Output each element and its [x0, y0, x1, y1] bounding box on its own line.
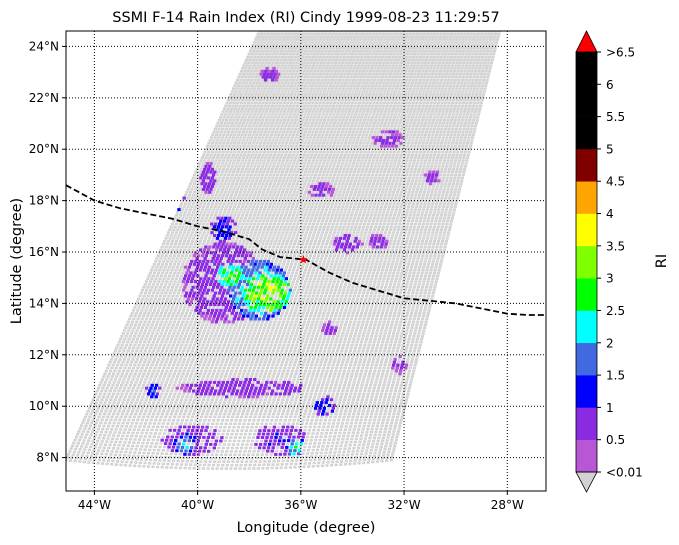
colorbar-under-label: <0.01 [606, 466, 643, 480]
y-tick-label: 18°N [29, 194, 59, 208]
y-tick-label: 12°N [29, 348, 59, 362]
colorbar-bin [576, 84, 597, 117]
x-tick-label: 40°W [181, 498, 214, 512]
colorbar-under-triangle [575, 471, 598, 493]
storm-center-star [299, 255, 308, 264]
y-tick-label: 8°N [36, 451, 59, 465]
colorbar-tick-label: 1.5 [606, 369, 625, 383]
colorbar-tick-label: 5.5 [606, 110, 625, 124]
colorbar-tick-label: 3.5 [606, 239, 625, 253]
colorbar-bin [576, 278, 597, 311]
x-axis-label: Longitude (degree) [237, 520, 376, 536]
colorbar-tick-label: 4.5 [606, 175, 625, 189]
colorbar-label: RI [654, 254, 670, 268]
colorbar-bin [576, 342, 597, 376]
colorbar-tick-label: 3 [606, 272, 614, 286]
colorbar-bin [576, 310, 597, 344]
colorbar: <0.01 0.5 1 1.5 2 2.5 3 3.5 4 4.5 5 5.5 6 >6.5 [575, 30, 643, 493]
colorbar-bin [576, 439, 597, 473]
ssmi-swath-grid [66, 31, 502, 470]
colorbar-over-label: >6.5 [606, 46, 635, 60]
storm-center-marker [299, 255, 308, 264]
x-tick-label: 28°W [491, 498, 524, 512]
colorbar-bin [576, 116, 597, 150]
colorbar-over-triangle [575, 30, 598, 53]
figure-title: SSMI F-14 Rain Index (RI) Cindy 1999-08-… [112, 10, 499, 26]
colorbar-bin [576, 375, 597, 408]
colorbar-frame [575, 51, 598, 473]
colorbar-tick-label: 2.5 [606, 304, 625, 318]
y-tick-label: 22°N [29, 91, 59, 105]
longitude-ticks: 44°W 40°W 36°W 32°W 28°W [78, 491, 524, 512]
colorbar-bin [576, 213, 597, 247]
colorbar-bin [576, 148, 597, 182]
swath-pixels [66, 31, 502, 470]
x-tick-label: 36°W [284, 498, 317, 512]
colorbar-tick-label: 0.5 [606, 433, 625, 447]
y-tick-label: 16°N [29, 245, 59, 259]
map-frame [65, 30, 547, 492]
y-tick-label: 20°N [29, 142, 59, 156]
colorbar-bin [576, 407, 597, 440]
x-tick-label: 32°W [387, 498, 420, 512]
colorbar-tick-label: 4 [606, 207, 614, 221]
colorbar-bin [576, 245, 597, 279]
colorbar-bin [576, 52, 597, 85]
y-tick-label: 14°N [29, 296, 59, 310]
graticule [66, 31, 546, 491]
colorbar-bin [576, 181, 597, 214]
colorbar-tick-label: 2 [606, 336, 614, 350]
y-tick-label: 10°N [29, 399, 59, 413]
colorbar-tick-label: 1 [606, 401, 614, 415]
x-tick-label: 44°W [78, 498, 111, 512]
map-axes: 44°W 40°W 36°W 32°W 28°W 8°N 10°N 12°N 14°N 16°N… [29, 30, 547, 512]
y-tick-label: 24°N [29, 39, 59, 53]
rain-index-pixels [144, 66, 441, 457]
colorbar-tick-label: 6 [606, 78, 614, 92]
colorbar-tick-label: 5 [606, 142, 614, 156]
y-axis-label: Latitude (degree) [9, 198, 25, 324]
latitude-ticks: 8°N 10°N 12°N 14°N 16°N 18°N 20°N 22°N 24°N [29, 39, 66, 465]
